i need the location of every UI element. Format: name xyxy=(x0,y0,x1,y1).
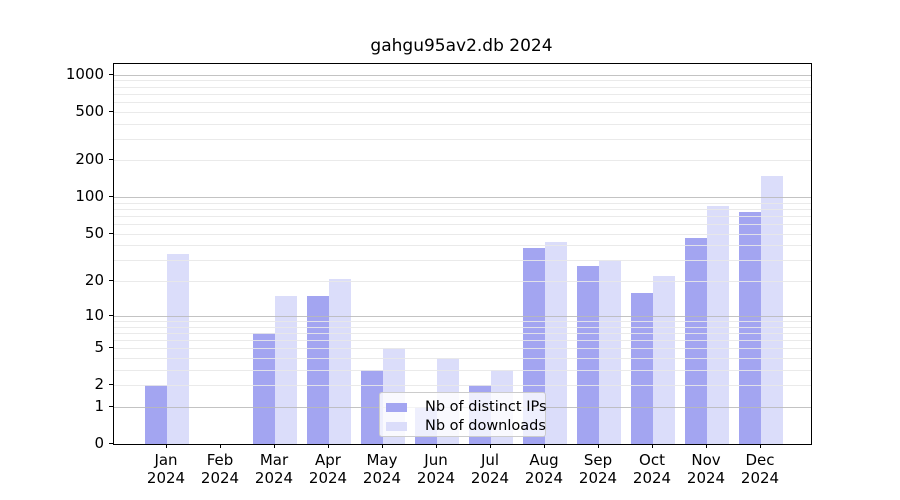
x-tick-label-feb: Feb 2024 xyxy=(200,451,240,487)
bar-distinct-ips-may xyxy=(361,369,383,444)
legend: Nb of distinct IPs Nb of downloads xyxy=(379,392,547,437)
bar-distinct-ips-dec xyxy=(739,211,761,444)
y-tick-mark-2 xyxy=(109,384,113,386)
y-tick-mark-10 xyxy=(109,314,113,316)
bar-distinct-ips-mar xyxy=(253,332,275,444)
gridline-2 xyxy=(114,385,811,387)
plot-area: Nb of distinct IPs Nb of downloads xyxy=(113,63,812,445)
gridline-10 xyxy=(114,315,811,317)
x-tick-mark-may xyxy=(382,444,383,448)
gridline-600 xyxy=(114,101,811,103)
x-tick-label-jul: Jul 2024 xyxy=(470,451,510,487)
bar-distinct-ips-jan xyxy=(145,385,167,444)
bar-downloads-nov xyxy=(707,206,729,444)
y-tick-label-100: 100 xyxy=(75,187,104,206)
gridline-60 xyxy=(114,224,811,226)
x-tick-mark-sep xyxy=(598,444,599,448)
gridline-100 xyxy=(114,197,811,199)
gridline-400 xyxy=(114,123,811,125)
bar-downloads-aug xyxy=(545,241,567,444)
x-tick-label-aug: Aug 2024 xyxy=(524,451,564,487)
gridline-70 xyxy=(114,216,811,218)
gridline-300 xyxy=(114,138,811,140)
bar-downloads-apr xyxy=(329,278,351,444)
y-tick-label-500: 500 xyxy=(75,101,104,120)
chart-title: gahgu95av2.db 2024 xyxy=(370,36,553,56)
gridline-20 xyxy=(114,281,811,283)
y-tick-label-1000: 1000 xyxy=(65,64,104,83)
gridline-90 xyxy=(114,202,811,204)
x-tick-mark-oct xyxy=(652,444,653,448)
y-tick-mark-100 xyxy=(109,196,113,198)
legend-swatch-downloads xyxy=(386,422,407,431)
x-tick-mark-jul xyxy=(490,444,491,448)
x-tick-label-jan: Jan 2024 xyxy=(146,451,186,487)
x-tick-mark-nov xyxy=(706,444,707,448)
gridline-700 xyxy=(114,93,811,95)
legend-swatch-distinct-ips xyxy=(386,403,407,412)
x-tick-mark-jan xyxy=(166,444,167,448)
gridline-80 xyxy=(114,209,811,211)
gridline-3 xyxy=(114,369,811,371)
gridline-40 xyxy=(114,245,811,247)
x-tick-label-jun: Jun 2024 xyxy=(416,451,456,487)
x-tick-label-mar: Mar 2024 xyxy=(254,451,294,487)
gridline-7 xyxy=(114,332,811,334)
x-tick-label-nov: Nov 2024 xyxy=(686,451,726,487)
bar-distinct-ips-oct xyxy=(631,292,653,444)
bar-downloads-sep xyxy=(599,260,621,444)
y-tick-label-200: 200 xyxy=(75,150,104,169)
gridline-30 xyxy=(114,260,811,262)
x-tick-label-apr: Apr 2024 xyxy=(308,451,348,487)
x-tick-label-may: May 2024 xyxy=(362,451,402,487)
gridline-4 xyxy=(114,357,811,359)
gridline-8 xyxy=(114,326,811,328)
y-tick-mark-5 xyxy=(109,347,113,349)
y-tick-label-5: 5 xyxy=(94,338,104,357)
legend-item-distinct-ips: Nb of distinct IPs xyxy=(380,398,547,417)
x-tick-label-oct: Oct 2024 xyxy=(632,451,672,487)
gridline-800 xyxy=(114,86,811,88)
legend-label-distinct-ips: Nb of distinct IPs xyxy=(425,399,547,415)
y-tick-mark-200 xyxy=(109,159,113,161)
x-tick-label-dec: Dec 2024 xyxy=(740,451,780,487)
y-tick-label-20: 20 xyxy=(84,271,104,290)
y-tick-mark-20 xyxy=(109,280,113,282)
x-tick-mark-mar xyxy=(274,444,275,448)
gridline-900 xyxy=(114,80,811,82)
gridline-6 xyxy=(114,339,811,341)
legend-label-downloads: Nb of downloads xyxy=(425,418,546,434)
y-tick-mark-1000 xyxy=(109,73,113,75)
bar-downloads-oct xyxy=(653,276,675,444)
x-tick-label-sep: Sep 2024 xyxy=(578,451,618,487)
x-tick-mark-feb xyxy=(220,444,221,448)
x-tick-mark-aug xyxy=(544,444,545,448)
gridline-1000 xyxy=(114,74,811,76)
y-tick-mark-50 xyxy=(109,232,113,234)
y-tick-mark-500 xyxy=(109,110,113,112)
y-tick-label-2: 2 xyxy=(94,375,104,394)
gridline-50 xyxy=(114,233,811,235)
bar-distinct-ips-sep xyxy=(577,265,599,444)
y-tick-label-0: 0 xyxy=(94,434,104,452)
x-tick-mark-apr xyxy=(328,444,329,448)
y-tick-label-10: 10 xyxy=(84,305,104,324)
bar-distinct-ips-nov xyxy=(685,238,707,444)
y-tick-mark-1 xyxy=(109,405,113,407)
gridline-5 xyxy=(114,348,811,350)
gridline-500 xyxy=(114,111,811,113)
x-tick-mark-jun xyxy=(436,444,437,448)
x-tick-mark-dec xyxy=(760,444,761,448)
y-tick-label-1: 1 xyxy=(94,396,104,415)
gridline-9 xyxy=(114,320,811,322)
y-tick-label-50: 50 xyxy=(84,223,104,242)
bar-downloads-dec xyxy=(761,175,783,444)
y-tick-mark-0 xyxy=(109,443,113,444)
gridline-200 xyxy=(114,160,811,162)
legend-item-downloads: Nb of downloads xyxy=(380,417,546,436)
